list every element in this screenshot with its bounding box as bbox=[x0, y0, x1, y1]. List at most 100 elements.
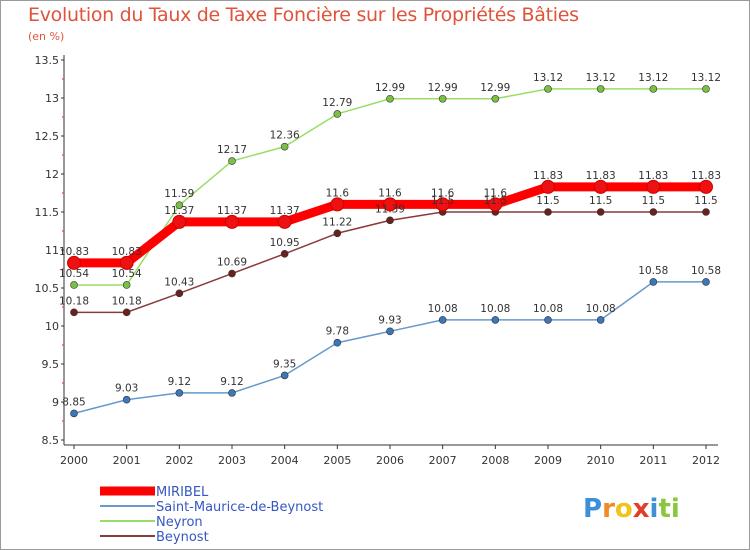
logo-letter: o bbox=[615, 494, 633, 524]
data-label: 13.12 bbox=[638, 72, 668, 84]
series-neyron bbox=[70, 85, 710, 289]
data-point bbox=[122, 395, 131, 404]
data-label: 11.5 bbox=[642, 195, 665, 207]
data-label: 11.59 bbox=[164, 188, 194, 200]
data-label: 11.39 bbox=[375, 203, 405, 215]
y-tick-label: 13.5 bbox=[35, 54, 60, 67]
y-tick-label: 11 bbox=[45, 244, 59, 257]
data-point bbox=[280, 250, 289, 258]
x-tick-label: 2007 bbox=[429, 454, 457, 467]
data-point bbox=[593, 179, 608, 194]
data-point bbox=[122, 281, 131, 289]
data-label: 10.83 bbox=[112, 246, 142, 258]
data-point bbox=[70, 409, 78, 418]
data-label: 10.54 bbox=[112, 268, 142, 280]
x-tick-label: 2003 bbox=[218, 454, 246, 467]
data-point bbox=[488, 197, 503, 212]
data-point bbox=[386, 94, 394, 103]
x-tick-label: 2005 bbox=[323, 454, 351, 467]
series-line bbox=[73, 281, 706, 415]
legend-label: Neyron bbox=[156, 515, 203, 530]
data-point bbox=[596, 316, 605, 324]
data-point bbox=[702, 278, 710, 286]
data-point bbox=[175, 289, 184, 298]
legend-label: MIRIBEL bbox=[156, 485, 209, 500]
data-point bbox=[277, 214, 292, 229]
data-label: 10.58 bbox=[691, 265, 721, 277]
data-label: 11.5 bbox=[536, 195, 559, 207]
logo-letter: P bbox=[583, 494, 602, 524]
data-point bbox=[646, 179, 661, 194]
data-point bbox=[596, 208, 605, 216]
x-tick-label: 2009 bbox=[534, 454, 562, 467]
data-point bbox=[386, 216, 394, 225]
y-tick-label: 12 bbox=[45, 168, 59, 181]
data-point bbox=[280, 142, 289, 151]
x-tick-label: 2001 bbox=[113, 454, 141, 467]
data-label: 11.83 bbox=[638, 170, 668, 182]
data-point bbox=[649, 208, 658, 216]
data-label: 13.12 bbox=[533, 72, 563, 84]
x-tick-label: 2004 bbox=[271, 454, 299, 467]
data-label: 10.08 bbox=[480, 303, 510, 315]
data-point bbox=[438, 316, 447, 324]
data-label: 11.6 bbox=[431, 187, 455, 199]
data-label: 11.5 bbox=[694, 195, 717, 207]
data-label: 13.12 bbox=[586, 72, 616, 84]
data-point bbox=[383, 197, 397, 212]
data-point bbox=[702, 85, 710, 93]
data-label: 10.08 bbox=[428, 303, 458, 315]
data-label: 10.18 bbox=[59, 295, 89, 307]
x-tick-label: 2012 bbox=[692, 454, 720, 467]
data-label: 12.99 bbox=[375, 82, 405, 94]
data-label: 11.5 bbox=[431, 195, 454, 207]
data-label: 9.12 bbox=[220, 376, 243, 388]
data-point bbox=[438, 94, 447, 103]
data-label: 11.83 bbox=[691, 170, 721, 182]
data-point bbox=[491, 94, 500, 103]
data-label: 11.37 bbox=[270, 205, 300, 217]
series-layer bbox=[67, 85, 713, 418]
y-unit-label: (en %) bbox=[28, 30, 65, 43]
data-label: 11.5 bbox=[484, 195, 507, 207]
data-point bbox=[228, 389, 236, 397]
data-point bbox=[225, 214, 239, 229]
data-point bbox=[649, 278, 658, 286]
logo-letter: r bbox=[602, 494, 615, 524]
logo-letter: t bbox=[658, 494, 670, 524]
series-beynost bbox=[70, 208, 710, 317]
data-point bbox=[330, 197, 345, 212]
y-tick-label: 10.5 bbox=[35, 282, 60, 295]
proxiti-logo: Proxiti bbox=[583, 494, 680, 524]
data-label: 11.6 bbox=[378, 187, 402, 199]
data-label: 11.37 bbox=[217, 205, 247, 217]
logo-letter: i bbox=[650, 494, 659, 524]
data-point bbox=[119, 255, 134, 270]
y-tick-label: 12.5 bbox=[35, 130, 60, 143]
data-label: 10.08 bbox=[586, 303, 616, 315]
data-point bbox=[544, 85, 552, 93]
data-point bbox=[175, 201, 184, 209]
data-point bbox=[228, 269, 236, 278]
axes: 8.5 9 9.5 10 10.5 11 11.5 12 12.5 13 13.5 2000 2001 2… bbox=[35, 54, 721, 467]
data-point bbox=[333, 229, 342, 238]
data-point bbox=[491, 316, 500, 324]
x-tick-label: 2000 bbox=[60, 454, 88, 467]
data-point bbox=[70, 281, 78, 289]
series-saint-maurice-de-beynost bbox=[70, 278, 710, 418]
data-point bbox=[544, 208, 552, 216]
data-point bbox=[333, 110, 342, 118]
data-point bbox=[386, 327, 394, 336]
data-point bbox=[541, 179, 555, 194]
legend-label: Beynost bbox=[156, 530, 209, 545]
data-label: 10.58 bbox=[638, 265, 668, 277]
data-point bbox=[333, 338, 342, 347]
data-point bbox=[70, 308, 78, 317]
data-label: 10.18 bbox=[112, 295, 142, 307]
data-label: 13.12 bbox=[691, 72, 721, 84]
data-label: 11.5 bbox=[589, 195, 612, 207]
data-label: 12.99 bbox=[480, 82, 510, 94]
data-label: 9.35 bbox=[273, 358, 296, 370]
